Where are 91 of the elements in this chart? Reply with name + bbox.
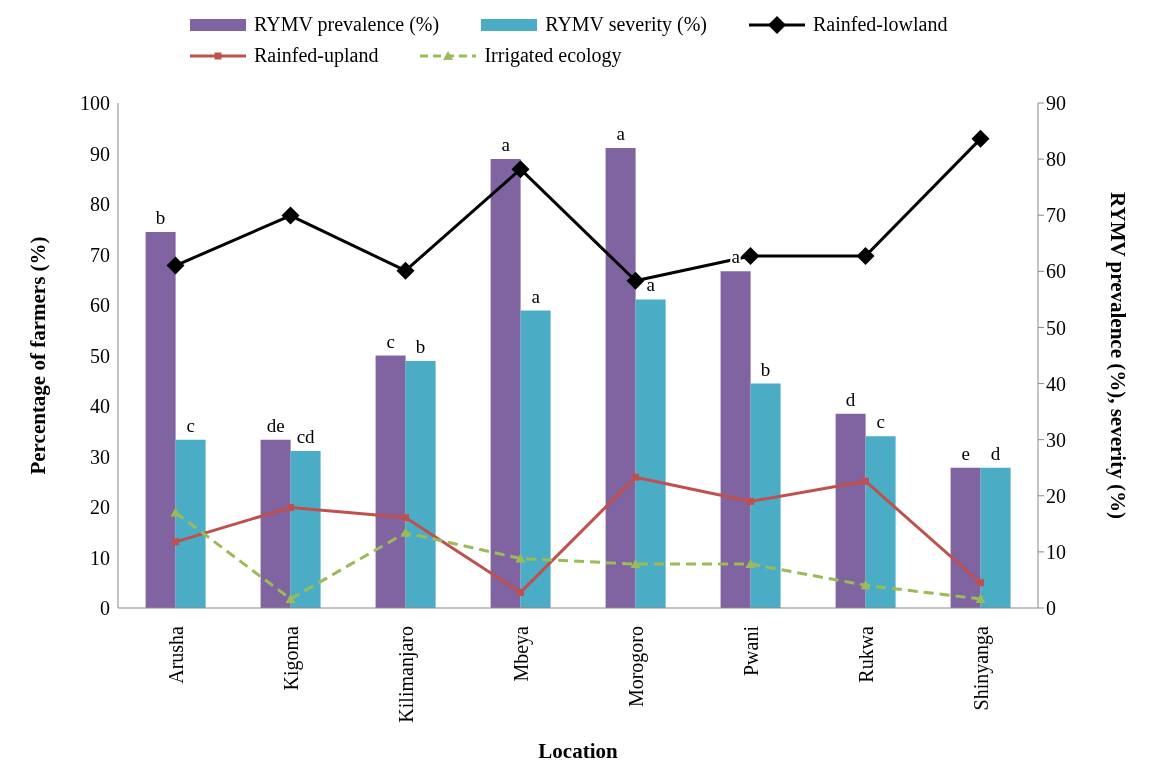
point (975, 593, 986, 603)
bar (490, 159, 521, 608)
data-label: b (760, 358, 771, 380)
legend-label: Irrigated ecology (484, 44, 622, 67)
point (517, 588, 524, 596)
data-label: d (845, 388, 856, 410)
point (285, 593, 296, 603)
data-label: a (501, 134, 511, 156)
point (172, 538, 179, 546)
y-tick-label: 10 (90, 546, 110, 569)
legend-label: RYMV severity (%) (545, 13, 707, 36)
y2-tick-label: 40 (1046, 372, 1066, 395)
bar (520, 310, 551, 608)
y-tick-label: 70 (90, 243, 110, 266)
data-label: b (155, 207, 166, 229)
y2-tick-label: 90 (1046, 92, 1066, 115)
y2-tick-label: 0 (1046, 597, 1056, 620)
y2-tick-label: 50 (1046, 316, 1066, 339)
point (287, 504, 294, 512)
point (402, 514, 409, 522)
y2-tick-label: 80 (1046, 148, 1066, 171)
bar (375, 355, 406, 608)
point (166, 256, 185, 275)
point (515, 553, 526, 563)
y-tick-label: 90 (90, 142, 110, 165)
bar (865, 436, 896, 608)
point (971, 129, 990, 148)
y2-tick-label: 20 (1046, 484, 1066, 507)
y-tick-label: 30 (90, 445, 110, 468)
point (745, 559, 756, 569)
bar (290, 450, 321, 608)
data-label: c (386, 330, 395, 352)
y2-tick-label: 60 (1046, 260, 1066, 283)
point (747, 497, 754, 505)
point (741, 247, 760, 266)
point (630, 559, 641, 569)
y-axis-title: Percentage of farmers (%) (26, 236, 51, 475)
bar (835, 413, 866, 608)
y-tick-label: 40 (90, 395, 110, 418)
x-tick-label: Arusha (164, 625, 187, 684)
x-tick-label: Morogoro (624, 626, 648, 708)
point (511, 160, 530, 179)
point (862, 477, 869, 485)
data-label: a (616, 122, 626, 144)
x-tick-label: Kilimanjaro (394, 626, 418, 723)
bar (260, 439, 291, 608)
data-label: b (415, 336, 426, 358)
legend-label: Rainfed-lowland (812, 13, 948, 36)
data-label: cd (296, 425, 316, 447)
legend-label: RYMV prevalence (%) (254, 13, 440, 36)
bar (950, 467, 981, 608)
data-label: e (961, 442, 970, 464)
y2-tick-label: 10 (1046, 540, 1066, 563)
y2-axis-title: RYMV prevalence (%), severity (%) (1105, 192, 1130, 519)
bar (635, 299, 666, 608)
x-tick-label: Rukwa (854, 625, 877, 683)
point (396, 261, 415, 280)
bar (605, 147, 636, 608)
legend-label: Rainfed-upland (254, 44, 379, 67)
point (856, 247, 875, 266)
point (400, 527, 411, 537)
point (632, 473, 639, 481)
bar (720, 271, 751, 608)
x-tick-label: Shinyanga (969, 625, 993, 711)
bar (980, 467, 1011, 608)
x-tick-label: Kigoma (279, 625, 303, 691)
y-tick-label: 60 (90, 294, 110, 317)
data-label: c (186, 414, 195, 436)
bar (175, 439, 206, 608)
point (860, 580, 871, 590)
y-tick-label: 50 (90, 344, 110, 367)
data-label: c (876, 411, 885, 433)
y2-tick-label: 70 (1046, 204, 1066, 227)
y-tick-label: 80 (90, 193, 110, 216)
y-tick-label: 0 (100, 597, 110, 620)
point (977, 579, 984, 587)
data-label: a (646, 274, 656, 296)
x-tick-label: Pwani (739, 625, 762, 676)
bar (405, 361, 436, 608)
bar (750, 383, 781, 608)
data-label: a (531, 285, 541, 307)
data-label: d (990, 442, 1001, 464)
x-tick-label: Mbeya (509, 625, 533, 682)
point (281, 206, 300, 225)
data-label: de (266, 414, 285, 436)
y-tick-label: 20 (90, 496, 110, 519)
y2-tick-label: 30 (1046, 428, 1066, 451)
x-axis-title: Location (538, 739, 618, 763)
bar (145, 232, 176, 608)
point (626, 271, 645, 290)
y-tick-label: 100 (80, 92, 110, 115)
